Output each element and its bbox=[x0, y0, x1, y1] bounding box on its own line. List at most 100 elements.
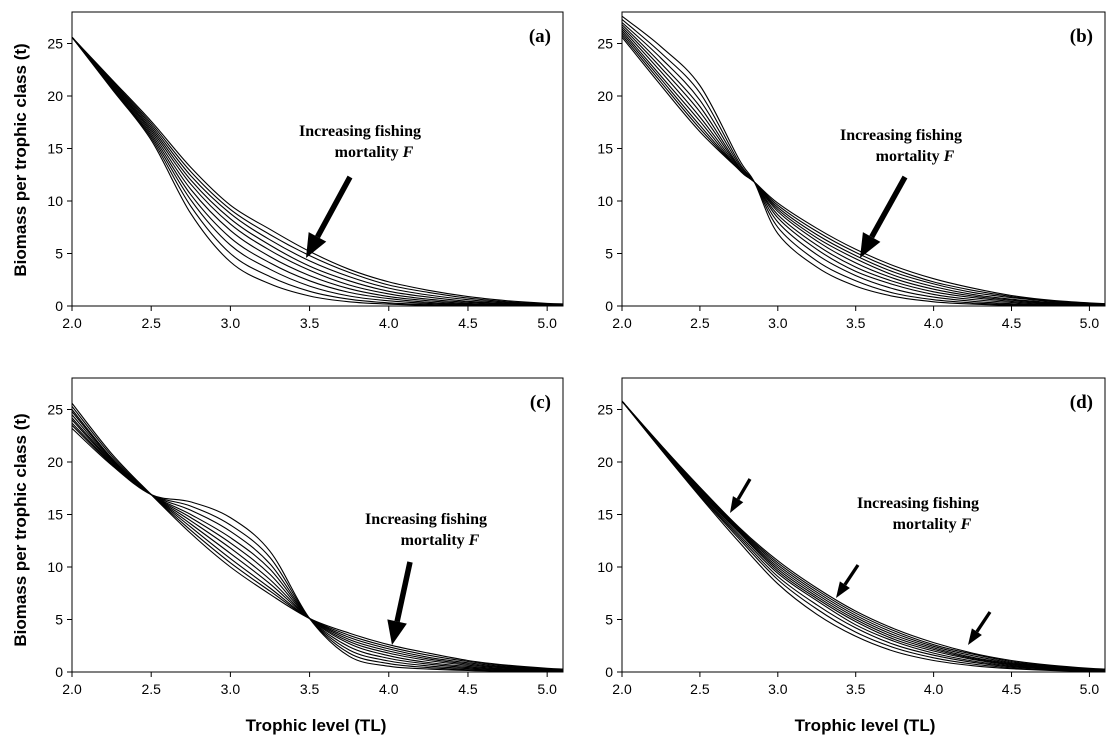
annotation-line-2: mortality F bbox=[893, 516, 972, 533]
x-tick-label: 3.0 bbox=[221, 681, 241, 697]
y-tick-label: 15 bbox=[597, 507, 613, 523]
series-line-8 bbox=[622, 400, 1105, 672]
y-tick-label: 5 bbox=[605, 612, 613, 628]
arrow-1-shaft bbox=[869, 175, 908, 239]
y-tick-label: 25 bbox=[47, 36, 63, 52]
y-tick-label: 20 bbox=[47, 454, 63, 470]
y-tick-label: 10 bbox=[47, 193, 63, 209]
series-line-4 bbox=[72, 36, 563, 306]
series-line-10 bbox=[622, 15, 1105, 306]
arrow-1-head bbox=[730, 496, 744, 513]
annotation-variable: F bbox=[468, 532, 480, 549]
x-tick-label: 2.5 bbox=[690, 315, 710, 331]
y-tick-label: 5 bbox=[55, 246, 63, 262]
y-tick-label: 0 bbox=[605, 664, 613, 680]
arrow-1-head bbox=[860, 232, 881, 258]
arrow-1-head bbox=[306, 232, 327, 258]
series-line-5 bbox=[72, 36, 563, 306]
series-line-8 bbox=[72, 422, 563, 672]
series-line-3 bbox=[72, 409, 563, 671]
series-group bbox=[72, 36, 563, 306]
series-line-10 bbox=[72, 36, 563, 306]
x-tick-label: 4.0 bbox=[379, 315, 399, 331]
annotation-line-2: mortality F bbox=[401, 532, 480, 549]
panel-a: 0 5 10 15 20 25 2.0 2.5 3.0 3.5 4.0 4.5 5.0 (a) Increa… bbox=[47, 11, 564, 331]
series-line-10 bbox=[72, 427, 563, 672]
panel-label: (b) bbox=[1070, 26, 1093, 47]
series-line-9 bbox=[72, 36, 563, 306]
arrow-1-shaft bbox=[394, 561, 413, 623]
series-line-5 bbox=[622, 400, 1105, 671]
annotation-variable: F bbox=[943, 148, 955, 165]
series-line-2 bbox=[622, 34, 1105, 305]
x-tick-label: 5.0 bbox=[537, 681, 557, 697]
series-line-3 bbox=[622, 400, 1105, 671]
x-tick-label: 2.0 bbox=[62, 681, 82, 697]
arrow-2-shaft bbox=[843, 564, 860, 586]
y-tick-label: 25 bbox=[47, 402, 63, 418]
annotation-text: mortality bbox=[401, 532, 469, 549]
x-tick-label: 3.0 bbox=[221, 315, 241, 331]
series-line-1 bbox=[622, 400, 1105, 670]
annotation-text: mortality bbox=[893, 516, 961, 533]
series-line-8 bbox=[622, 22, 1105, 306]
series-line-9 bbox=[72, 424, 563, 672]
y-axis-title-bottom: Biomass per trophic class (t) bbox=[11, 413, 30, 646]
arrow-2-head bbox=[836, 581, 850, 598]
x-tick-label: 2.0 bbox=[612, 681, 632, 697]
series-line-7 bbox=[72, 419, 563, 672]
y-tick-label: 25 bbox=[597, 36, 613, 52]
plot-frame bbox=[71, 11, 564, 307]
arrow-1-head bbox=[387, 619, 407, 645]
y-tick-label: 10 bbox=[597, 559, 613, 575]
series-line-7 bbox=[622, 24, 1105, 306]
panel-c: 0 5 10 15 20 25 2.0 2.5 3.0 3.5 4.0 4.5 5.0 (c) Increa… bbox=[47, 377, 564, 697]
y-tick-label: 15 bbox=[47, 507, 63, 523]
x-tick-label: 3.0 bbox=[768, 315, 788, 331]
series-group bbox=[72, 402, 563, 672]
series-line-6 bbox=[72, 36, 563, 306]
arrow-3-shaft bbox=[975, 611, 992, 633]
y-tick-label: 15 bbox=[597, 141, 613, 157]
x-tick-label: 4.0 bbox=[924, 681, 944, 697]
arrow-1-shaft bbox=[315, 175, 353, 239]
annotation-variable: F bbox=[960, 516, 972, 533]
annotation-text: mortality bbox=[876, 148, 944, 165]
arrow-3-head bbox=[968, 628, 982, 645]
series-line-2 bbox=[72, 36, 563, 305]
x-tick-label: 2.5 bbox=[141, 315, 161, 331]
series-group bbox=[622, 400, 1105, 672]
series-line-2 bbox=[72, 406, 563, 671]
annotation-line-2: mortality F bbox=[876, 148, 955, 165]
x-tick-label: 2.5 bbox=[690, 681, 710, 697]
x-tick-label: 4.0 bbox=[924, 315, 944, 331]
annotation-line-1: Increasing fishing bbox=[365, 511, 487, 528]
x-tick-label: 5.0 bbox=[1080, 315, 1100, 331]
x-tick-label: 4.5 bbox=[1002, 315, 1022, 331]
y-tick-label: 0 bbox=[55, 298, 63, 314]
plot-frame bbox=[71, 377, 564, 673]
annotation-text: mortality bbox=[335, 144, 403, 161]
annotation-line-2: mortality F bbox=[335, 144, 414, 161]
y-tick-label: 10 bbox=[47, 559, 63, 575]
panel-label: (d) bbox=[1070, 392, 1093, 413]
series-line-1 bbox=[72, 402, 563, 670]
series-line-6 bbox=[622, 26, 1105, 306]
x-tick-label: 3.5 bbox=[300, 315, 320, 331]
annotation-line-1: Increasing fishing bbox=[299, 123, 421, 140]
panels: 0 5 10 15 20 25 2.0 2.5 3.0 3.5 4.0 4.5 5.0 (a) Increa… bbox=[47, 11, 1106, 697]
x-axis-title-left: Trophic level (TL) bbox=[246, 716, 387, 735]
series-line-6 bbox=[72, 417, 563, 672]
annotation-variable: F bbox=[402, 144, 414, 161]
y-tick-label: 20 bbox=[597, 454, 613, 470]
panel-b: 0 5 10 15 20 25 2.0 2.5 3.0 3.5 4.0 4.5 5.0 (b) Increa… bbox=[597, 11, 1106, 331]
x-tick-label: 5.0 bbox=[1080, 681, 1100, 697]
y-tick-label: 0 bbox=[605, 298, 613, 314]
series-line-8 bbox=[72, 36, 563, 306]
panel-label: (a) bbox=[529, 26, 551, 47]
x-tick-label: 4.5 bbox=[1002, 681, 1022, 697]
y-tick-label: 25 bbox=[597, 402, 613, 418]
y-tick-label: 15 bbox=[47, 141, 63, 157]
series-line-4 bbox=[622, 30, 1105, 306]
